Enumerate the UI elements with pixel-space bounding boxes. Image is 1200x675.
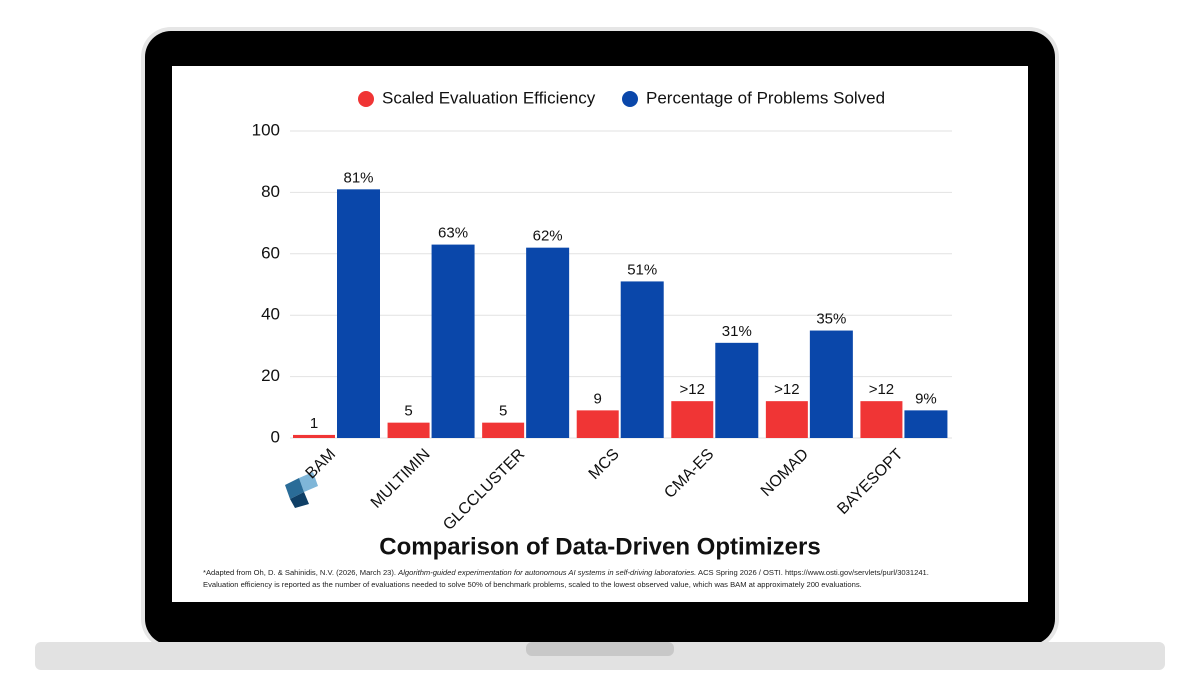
bar — [431, 244, 475, 438]
y-tick-label: 20 — [261, 366, 280, 385]
bar — [620, 281, 664, 438]
bar — [765, 401, 808, 438]
bar — [387, 422, 430, 438]
bam-logo — [285, 472, 318, 508]
bar — [293, 434, 335, 438]
y-tick-label: 40 — [261, 305, 280, 324]
legend-swatch — [622, 91, 638, 107]
bar — [860, 401, 903, 438]
footnote-citation: Algorithm-guided experimentation for aut… — [398, 568, 697, 577]
value-label: 9% — [915, 390, 937, 407]
y-tick-label: 0 — [271, 427, 280, 446]
legend-swatch — [358, 91, 374, 107]
footnote-line-2: Evaluation efficiency is reported as the… — [203, 580, 862, 589]
y-tick-label: 100 — [252, 120, 280, 139]
bar — [482, 422, 525, 438]
value-label: 9 — [594, 390, 602, 407]
notch — [526, 642, 674, 656]
bar — [576, 410, 619, 438]
value-label: 31% — [722, 323, 752, 340]
value-label: 81% — [343, 169, 373, 186]
screen — [172, 66, 1028, 602]
bar — [904, 410, 948, 438]
y-tick-label: 80 — [261, 182, 280, 201]
value-label: 35% — [816, 311, 846, 328]
value-label: >12 — [774, 381, 799, 398]
legend-label: Scaled Evaluation Efficiency — [382, 88, 596, 107]
chart-title: Comparison of Data-Driven Optimizers — [379, 533, 820, 560]
bar — [526, 247, 570, 438]
value-label: 63% — [438, 225, 468, 242]
y-tick-label: 60 — [261, 243, 280, 262]
bar — [671, 401, 714, 438]
footnote-suffix: ACS Spring 2026 / OSTI. https://www.osti… — [698, 568, 929, 577]
bar — [715, 342, 759, 438]
value-label: 51% — [627, 261, 657, 278]
value-label: >12 — [680, 381, 705, 398]
bar — [809, 330, 853, 438]
value-label: 62% — [533, 228, 563, 245]
legend-label: Percentage of Problems Solved — [646, 88, 885, 107]
value-label: 5 — [499, 403, 507, 420]
footnote-line-1: *Adapted from Oh, D. & Sahinidis, N.V. (… — [203, 568, 1003, 577]
footnote-prefix: *Adapted from Oh, D. & Sahinidis, N.V. (… — [203, 568, 397, 577]
value-label: 1 — [310, 415, 318, 432]
value-label: 5 — [404, 403, 412, 420]
bar — [337, 189, 380, 438]
value-label: >12 — [869, 381, 894, 398]
